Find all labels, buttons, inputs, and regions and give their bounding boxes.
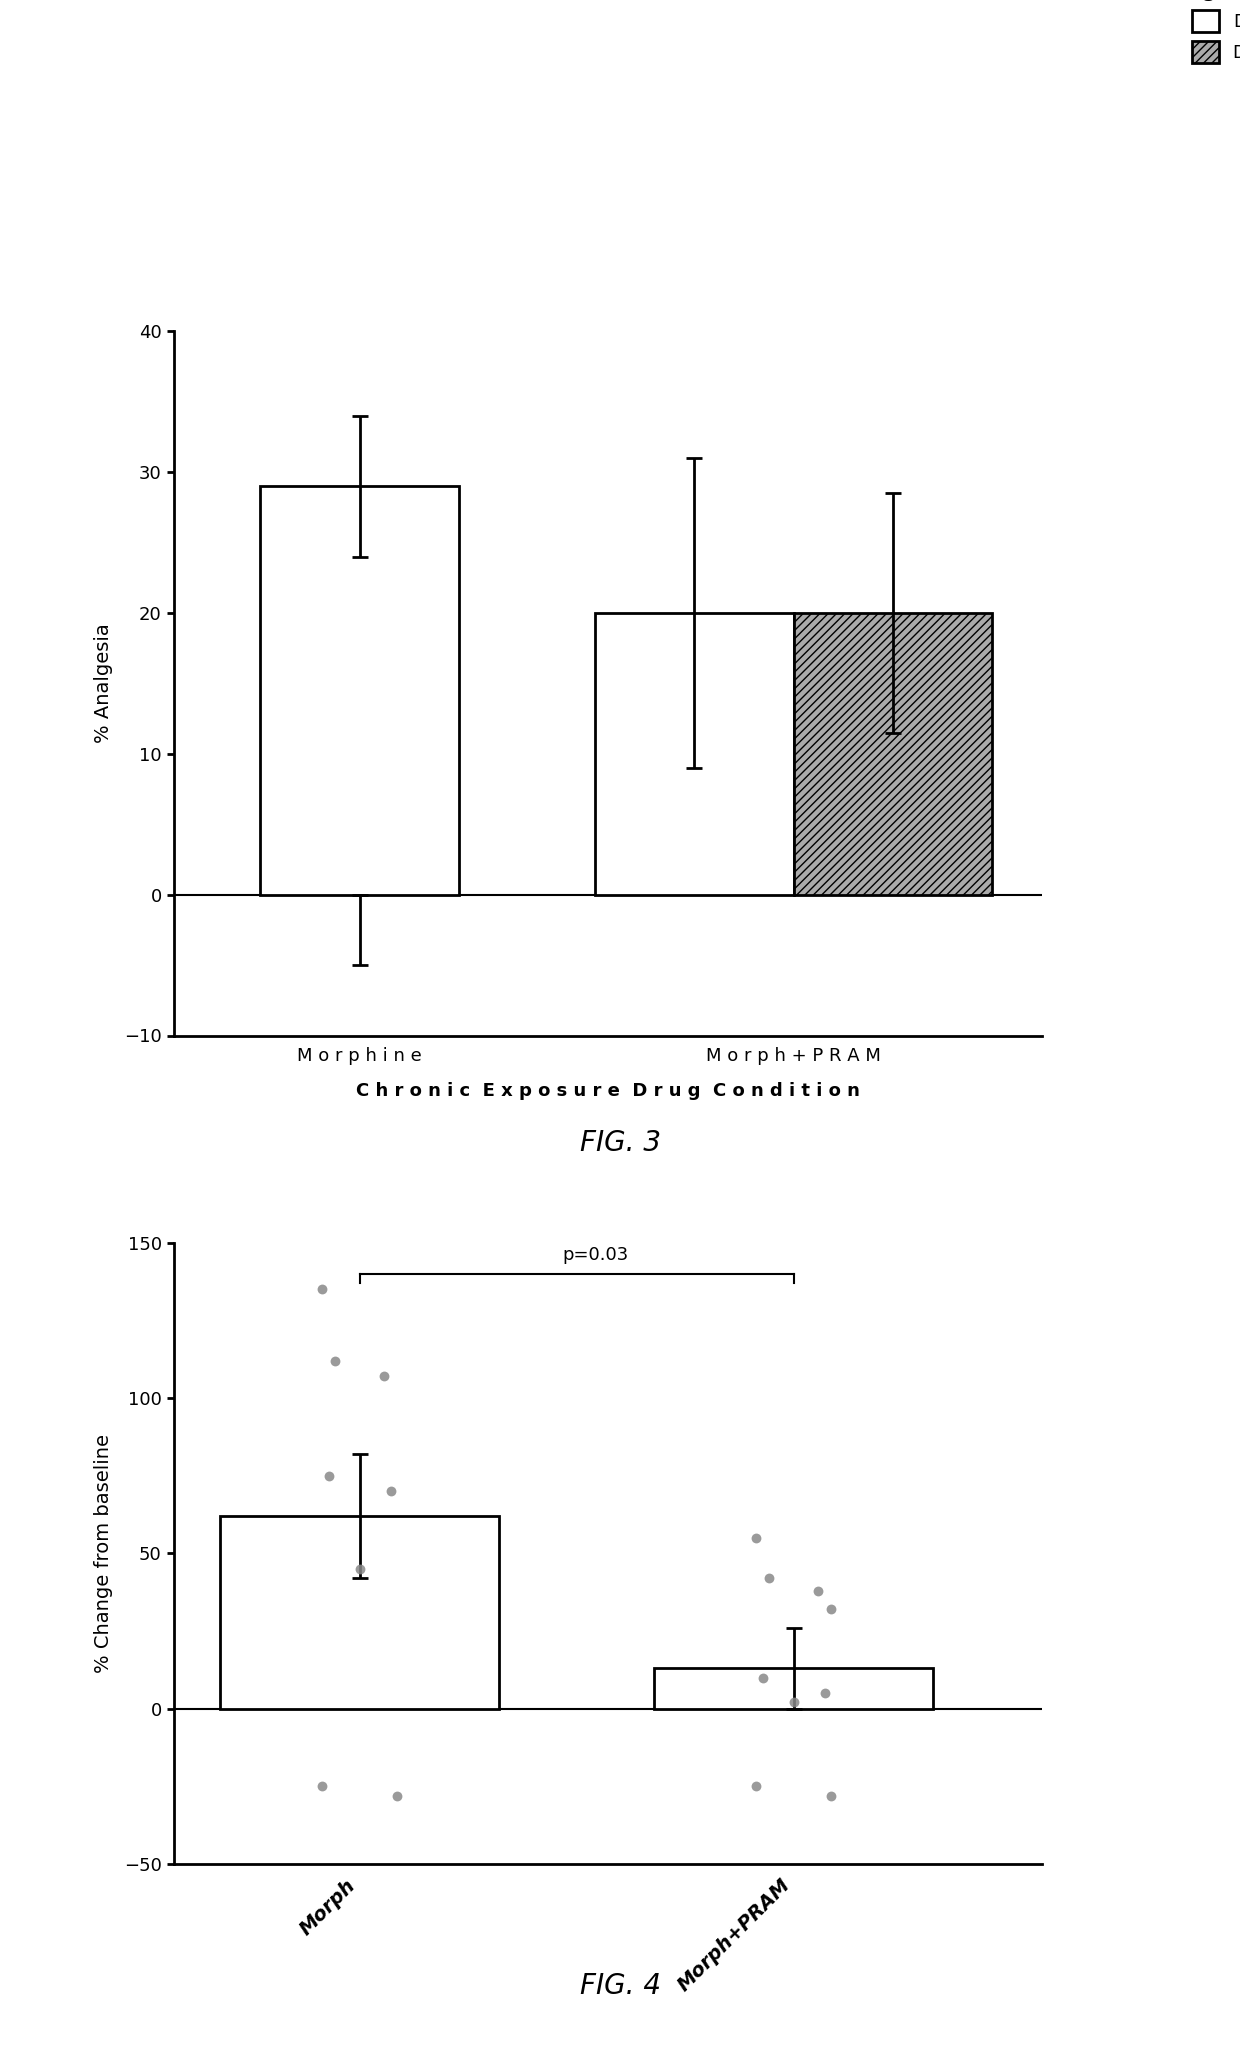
Point [746,1520,766,1553]
Text: p=0.03: p=0.03 [562,1247,629,1263]
Bar [221,1516,498,1709]
Point [746,1769,766,1802]
Point [312,1769,332,1802]
Point [759,1562,779,1595]
Point [312,1272,332,1305]
Point [387,1779,407,1812]
Text: FIG. 3: FIG. 3 [579,1129,661,1158]
Bar [794,613,992,895]
Point [319,1458,339,1491]
Bar [655,1669,932,1709]
Bar [260,487,459,895]
Point [753,1661,773,1694]
Point [784,1686,804,1719]
Bar [595,613,794,895]
Y-axis label: % Change from baseline: % Change from baseline [94,1433,113,1673]
X-axis label: C h r o n i c  E x p o s u r e  D r u g  C o n d i t i o n: C h r o n i c E x p o s u r e D r u g C … [356,1081,859,1100]
Point [815,1675,835,1709]
Point [381,1475,401,1508]
Y-axis label: % Analgesia: % Analgesia [94,623,113,743]
Point [350,1553,370,1586]
Text: FIG. 4: FIG. 4 [579,1972,661,2001]
Point [325,1344,345,1377]
Legend: Day0, Day 14: Day0, Day 14 [1153,0,1240,70]
Point [374,1359,394,1392]
Point [821,1779,841,1812]
Point [821,1593,841,1626]
Point [808,1574,828,1607]
